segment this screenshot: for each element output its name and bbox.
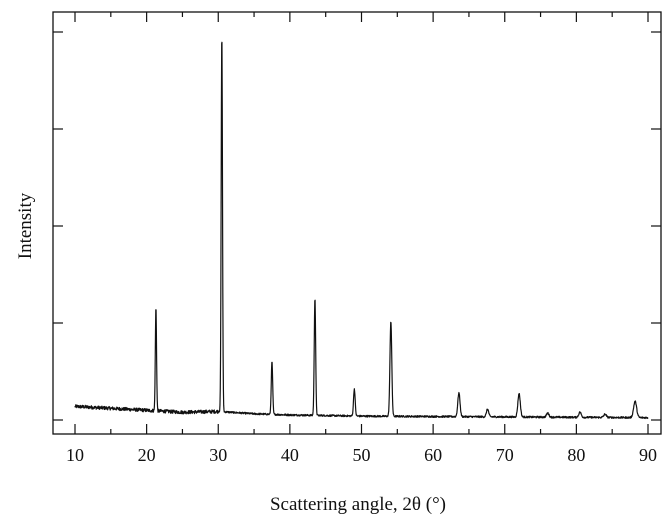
x-tick-labels: 10 20 30 40 50 60 70 80 90 (66, 445, 657, 465)
x-tick-label: 90 (639, 445, 657, 465)
x-tick-label: 10 (66, 445, 84, 465)
x-axis-title: Scattering angle, 2θ (°) (270, 494, 446, 515)
axis-ticks (53, 12, 661, 434)
x-tick-label: 30 (209, 445, 227, 465)
plot-frame (52, 11, 662, 435)
y-axis-title: Intensity (15, 192, 36, 259)
x-tick-label: 50 (353, 445, 371, 465)
x-tick-label: 20 (138, 445, 156, 465)
x-tick-label: 40 (281, 445, 299, 465)
x-tick-label: 80 (567, 445, 585, 465)
x-tick-label: 70 (496, 445, 514, 465)
diffraction-trace (74, 41, 649, 420)
x-tick-label: 60 (424, 445, 442, 465)
